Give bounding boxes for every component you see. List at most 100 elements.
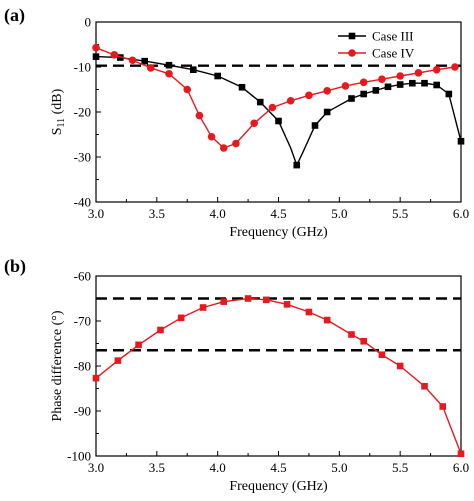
series-case-iv-line — [95, 47, 456, 149]
x-tick-label: 3.5 — [149, 206, 165, 221]
data-point — [92, 374, 100, 382]
data-point — [214, 72, 221, 80]
x-tick-label: 3.5 — [149, 460, 165, 475]
data-point — [378, 351, 386, 359]
x-tick-label: 4.0 — [210, 206, 226, 221]
x-tick-label: 6.0 — [453, 206, 469, 221]
y-axis-label: S11 (dB) — [50, 88, 67, 135]
x-tick-label: 3.0 — [88, 206, 104, 221]
data-point — [117, 54, 124, 61]
data-point — [219, 144, 228, 152]
series-case-iii-line — [95, 55, 462, 166]
data-point — [433, 81, 440, 89]
data-point — [439, 403, 447, 410]
data-point — [311, 122, 319, 129]
data-point — [110, 51, 119, 59]
series-case-iii — [92, 53, 465, 169]
data-point — [135, 341, 142, 349]
data-point — [195, 111, 204, 120]
y-tick-label: -90 — [74, 404, 91, 419]
data-point — [360, 337, 367, 345]
data-point — [207, 132, 216, 141]
data-point — [268, 103, 277, 112]
x-tick-label: 5.0 — [331, 206, 347, 221]
data-point — [348, 331, 355, 338]
data-point — [293, 161, 301, 169]
panel-b: (b) 3.0 3.5 4.0 4.5 5.0 5.5 6.0 -60 -70 -80 -90 -100… — [4, 256, 469, 494]
data-point — [283, 301, 291, 308]
panel-a-label: (a) — [4, 5, 25, 26]
data-point — [177, 314, 185, 322]
data-point — [414, 69, 423, 77]
x-axis-label: Frequency (GHz) — [229, 225, 328, 240]
data-point — [457, 137, 465, 145]
x-tick-label: 4.0 — [210, 460, 226, 475]
y-tick-label: -60 — [74, 269, 91, 284]
data-point — [232, 139, 240, 148]
data-point — [250, 119, 258, 128]
data-point — [256, 98, 264, 106]
data-point — [220, 298, 228, 305]
data-point — [165, 61, 173, 69]
legend-marker — [348, 32, 356, 40]
legend-entry: Case IV — [338, 46, 415, 61]
data-point — [92, 43, 100, 52]
y-tick-label: -100 — [67, 449, 91, 464]
data-point — [92, 53, 100, 60]
y-tick-label: -30 — [74, 150, 91, 165]
data-point — [114, 357, 122, 364]
legend-label: Case IV — [372, 46, 415, 61]
legend-label: Case III — [372, 29, 414, 44]
data-point — [286, 96, 295, 105]
x-tick-label: 5.0 — [331, 460, 347, 475]
x-tick-label: 4.5 — [270, 460, 286, 475]
data-point — [263, 296, 270, 304]
y-tick-label: 0 — [85, 15, 92, 30]
panel-b-label: (b) — [4, 256, 26, 277]
data-point — [378, 75, 386, 83]
data-point — [128, 56, 137, 65]
panel-a: (a) 3.0 3.5 4.0 4.5 5.0 5.5 6.0 0 -10 -20 -30 -40 Fre… — [4, 5, 469, 240]
data-point — [165, 69, 173, 78]
data-point — [190, 66, 197, 73]
y-tick-label: -20 — [74, 105, 91, 120]
data-point — [244, 295, 252, 302]
data-point — [141, 57, 148, 65]
data-point — [396, 362, 404, 370]
legend: Case III Case IV — [338, 29, 415, 61]
data-point — [323, 108, 331, 116]
data-point — [199, 304, 207, 311]
data-point — [238, 83, 246, 91]
data-point — [396, 81, 404, 88]
data-point — [421, 382, 428, 390]
data-point — [360, 90, 367, 98]
series-1-line — [95, 297, 462, 455]
series-1 — [92, 295, 465, 458]
data-point — [323, 316, 331, 324]
y-tick-label: -10 — [74, 60, 91, 75]
data-point — [341, 82, 350, 90]
data-point — [183, 85, 192, 94]
y-tick-label: -80 — [74, 359, 91, 374]
x-axis-label: Frequency (GHz) — [229, 479, 328, 494]
series-case-iv — [92, 43, 459, 152]
data-point — [451, 63, 459, 71]
legend-marker — [348, 49, 356, 57]
data-point — [396, 72, 404, 80]
x-tick-label: 3.0 — [88, 460, 104, 475]
data-point — [384, 83, 392, 91]
data-point — [305, 308, 313, 316]
x-tick-label: 6.0 — [453, 460, 469, 475]
x-tick-label: 5.5 — [392, 206, 408, 221]
data-point — [157, 326, 164, 334]
data-point — [275, 117, 282, 125]
data-point — [305, 91, 313, 100]
data-point — [146, 64, 155, 72]
data-point — [348, 95, 355, 102]
data-point — [432, 65, 441, 74]
x-tick-label: 5.5 — [392, 460, 408, 475]
data-point — [409, 79, 416, 87]
y-axis-label: Phase difference (°) — [50, 310, 65, 421]
data-point — [421, 79, 428, 87]
data-point — [457, 450, 465, 458]
